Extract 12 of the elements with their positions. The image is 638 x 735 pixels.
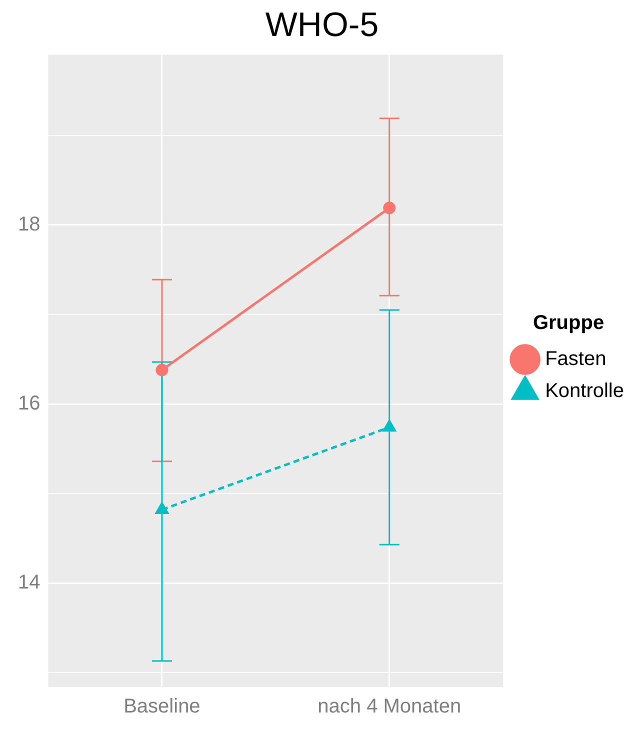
legend-title: Gruppe <box>532 312 604 334</box>
point <box>383 202 396 214</box>
point <box>382 420 396 432</box>
legend-label: Fasten <box>545 348 606 370</box>
y-tick-label: 18 <box>18 213 40 236</box>
x-tick-label: nach 4 Monaten <box>318 696 462 718</box>
legend-label: Kontrolle <box>545 380 624 402</box>
point <box>156 364 168 376</box>
chart-title: WHO-5 <box>265 6 379 44</box>
y-tick-label: 16 <box>18 392 40 415</box>
x-tick-label: Baseline <box>124 696 200 718</box>
y-tick-label: 14 <box>18 572 40 594</box>
